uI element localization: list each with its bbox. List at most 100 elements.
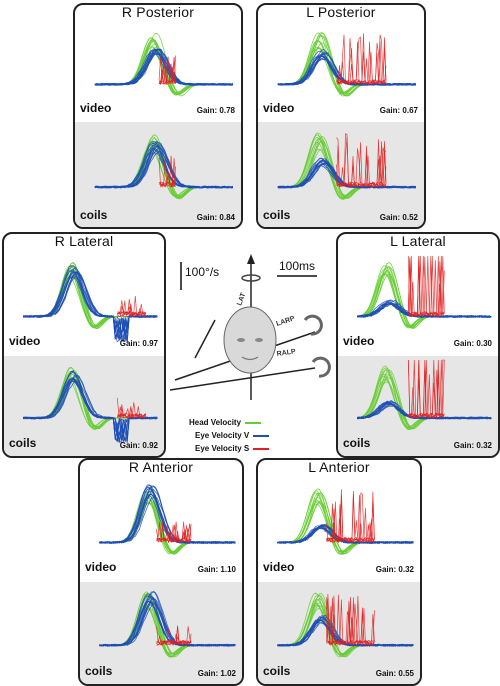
- legend-item: Eye Velocity V: [195, 431, 270, 440]
- trace-line: [117, 295, 147, 318]
- time-scale-label: 100ms: [279, 259, 315, 273]
- panel-l-anterior: L Anterior video Gain: 0.32 coils Gain: …: [256, 458, 422, 686]
- video-subplot: video Gain: 0.67: [258, 23, 424, 122]
- trace-line: [277, 32, 416, 97]
- trace-line: [326, 595, 375, 646]
- coils-label: coils: [9, 436, 37, 450]
- coils-subplot: coils Gain: 0.55: [258, 582, 420, 684]
- head-diagram: 100°/s 100ms LAT LARP RALP: [169, 254, 331, 400]
- panel-title: L Anterior: [304, 460, 374, 475]
- panel-r-posterior: R Posterior video Gain: 0.78 coils Gain:…: [73, 3, 243, 229]
- trace-line: [23, 261, 158, 330]
- head-mouth: [241, 356, 259, 361]
- trace-line: [277, 503, 414, 552]
- panel-title: R Posterior: [117, 5, 199, 20]
- coils-subplot: coils Gain: 0.92: [4, 356, 164, 456]
- trace-line: [277, 140, 416, 198]
- legend-swatch: [253, 447, 270, 450]
- trace-line: [277, 488, 414, 556]
- trace-line: [277, 592, 414, 658]
- coils-subplot: coils Gain: 0.32: [338, 356, 498, 456]
- panel-l-posterior: L Posterior video Gain: 0.67 coils Gain:…: [256, 3, 426, 229]
- trace-line: [277, 140, 416, 198]
- coils-label: coils: [80, 208, 108, 222]
- trace-line: [94, 51, 234, 86]
- trace-line: [336, 148, 387, 188]
- video-subplot: video Gain: 1.10: [80, 478, 242, 582]
- panel-title: R Lateral: [50, 234, 118, 249]
- trace-line: [277, 137, 416, 199]
- trace-line: [99, 591, 236, 647]
- video-traces: [99, 484, 236, 555]
- panel-title: L Posterior: [302, 5, 380, 20]
- trace-line: [23, 370, 158, 443]
- head-left-eye: [237, 338, 245, 342]
- head-shape: [223, 306, 277, 374]
- video-label: video: [85, 560, 117, 574]
- trace-line: [277, 40, 416, 95]
- trace-line: [277, 602, 414, 656]
- trace-line: [23, 276, 158, 340]
- trace-line: [99, 486, 236, 544]
- trace-line: [277, 148, 416, 197]
- legend-swatch: [253, 434, 270, 437]
- panel-title: R Anterior: [124, 460, 198, 475]
- trace-line: [277, 138, 416, 199]
- ralp-rotation-arrow: [311, 356, 331, 378]
- trace-line: [277, 604, 414, 655]
- trace-line: [277, 602, 414, 656]
- coils-gain: Gain: 0.55: [375, 669, 414, 678]
- trace-line: [156, 628, 192, 646]
- coils-traces: [277, 592, 414, 658]
- trace-line: [158, 56, 176, 85]
- trace-line: [277, 33, 416, 97]
- trace-line: [407, 359, 445, 419]
- trace-line: [277, 42, 416, 95]
- trace-line: [277, 492, 414, 555]
- trace-line: [277, 500, 414, 553]
- legend-label: Head Velocity: [189, 418, 242, 427]
- trace-line: [277, 608, 414, 655]
- video-gain: Gain: 0.30: [453, 339, 492, 348]
- trace-line: [99, 485, 236, 544]
- coils-label: coils: [263, 664, 291, 678]
- trace-line: [99, 485, 236, 544]
- coils-traces: [356, 359, 492, 431]
- video-gain: Gain: 1.10: [197, 565, 236, 574]
- coils-subplot: coils Gain: 0.84: [75, 122, 241, 227]
- video-label: video: [9, 334, 41, 348]
- video-label: video: [80, 101, 112, 115]
- trace-line: [407, 359, 445, 419]
- trace-line: [277, 40, 416, 95]
- coils-traces: [22, 366, 158, 444]
- trace-line: [277, 492, 414, 555]
- trace-line: [326, 519, 375, 544]
- trace-line: [336, 38, 387, 85]
- trace-line: [277, 137, 416, 199]
- trace-line: [117, 406, 147, 419]
- trace-line: [156, 524, 192, 544]
- video-subplot: video Gain: 0.30: [338, 252, 498, 356]
- trace-line: [156, 521, 192, 543]
- video-traces: [22, 261, 158, 344]
- coils-gain: Gain: 0.84: [196, 213, 235, 222]
- trace-line: [277, 157, 416, 189]
- trace-line: [277, 525, 414, 544]
- larp-label: LARP: [275, 315, 296, 328]
- trace-line: [326, 489, 375, 543]
- coils-traces: [277, 132, 417, 200]
- video-label: video: [263, 560, 295, 574]
- trace-line: [326, 597, 375, 646]
- axis-left-diagonal: [194, 319, 216, 359]
- video-label: video: [263, 101, 295, 115]
- trace-line: [99, 486, 236, 544]
- lat-label: LAT: [236, 291, 247, 306]
- coils-gain: Gain: 0.52: [379, 213, 418, 222]
- video-subplot: video Gain: 0.78: [75, 23, 241, 122]
- legend-label: Eye Velocity S: [195, 444, 250, 453]
- trace-line: [277, 47, 416, 94]
- video-traces: [277, 31, 417, 97]
- trace-line: [407, 255, 445, 318]
- coils-subplot: coils Gain: 1.02: [80, 582, 242, 684]
- trace-line: [408, 369, 445, 419]
